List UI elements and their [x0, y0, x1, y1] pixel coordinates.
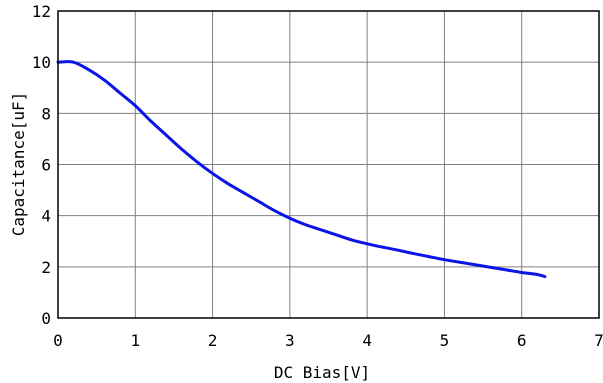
x-tick-label: 0 [53, 331, 63, 350]
y-tick-label: 8 [41, 104, 51, 123]
x-tick-label: 5 [440, 331, 450, 350]
x-tick-label: 4 [362, 331, 372, 350]
x-tick-labels: 0 1 2 3 4 5 6 7 [53, 331, 603, 350]
plot-frame [57, 10, 600, 319]
x-tick-label: 3 [285, 331, 295, 350]
y-tick-label: 6 [41, 156, 51, 175]
y-tick-label: 2 [41, 258, 51, 277]
x-tick-label: 6 [517, 331, 527, 350]
y-tick-label: 12 [32, 2, 51, 21]
x-tick-label: 1 [130, 331, 140, 350]
x-tick-label: 2 [208, 331, 218, 350]
y-tick-labels: 0 2 4 6 8 10 12 [32, 2, 51, 328]
series-layer [56, 60, 547, 279]
y-axis-title: Capacitance[uF] [9, 92, 28, 237]
y-tick-label: 0 [41, 309, 51, 328]
y-tick-label: 10 [32, 53, 51, 72]
x-axis-title: DC Bias[V] [274, 363, 370, 382]
y-tick-label: 4 [41, 207, 51, 226]
x-tick-label: 7 [594, 331, 603, 350]
capacitance-series-line [56, 60, 547, 279]
